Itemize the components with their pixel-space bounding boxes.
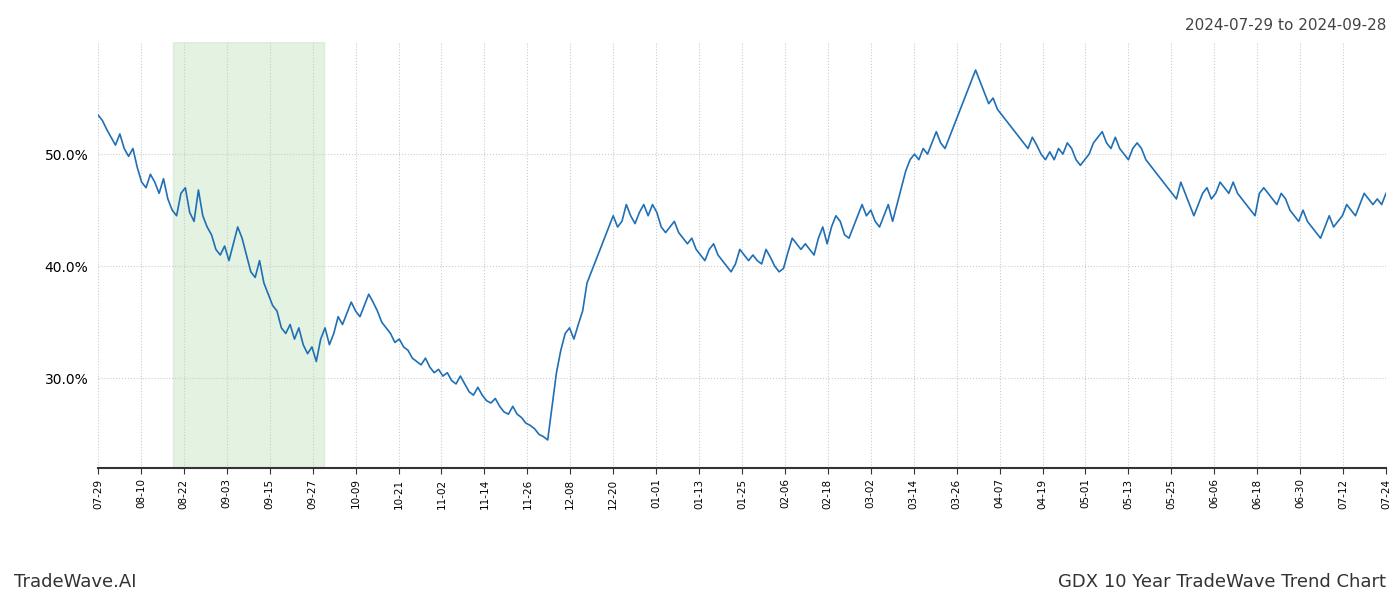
- Text: 2024-07-29 to 2024-09-28: 2024-07-29 to 2024-09-28: [1184, 18, 1386, 33]
- Bar: [174, 42, 325, 468]
- Text: TradeWave.AI: TradeWave.AI: [14, 573, 137, 591]
- Text: GDX 10 Year TradeWave Trend Chart: GDX 10 Year TradeWave Trend Chart: [1058, 573, 1386, 591]
